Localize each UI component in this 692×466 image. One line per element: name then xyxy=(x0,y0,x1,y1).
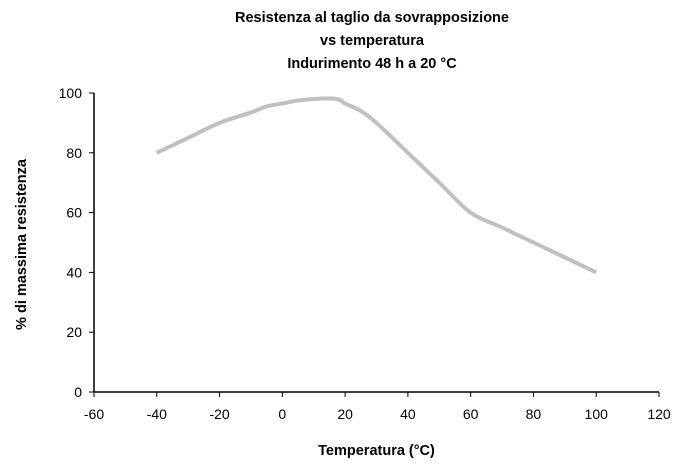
y-tick-label: 80 xyxy=(66,145,82,161)
x-tick-label: 100 xyxy=(585,406,609,422)
chart-title-line: Resistenza al taglio da sovrapposizione xyxy=(235,10,509,26)
x-tick-label: 20 xyxy=(337,406,353,422)
series-line-0 xyxy=(155,96,598,275)
x-tick-label: 0 xyxy=(278,406,286,422)
series-group xyxy=(155,96,598,275)
x-axis-title: Temperatura (°C) xyxy=(318,443,435,459)
chart-title: Resistenza al taglio da sovrapposizione v… xyxy=(235,10,509,72)
x-tick-label: 80 xyxy=(526,406,542,422)
axes: -60 -40 -20 0 20 40 60 80 100 120 0 20 40 60 80 100 xyxy=(59,85,671,422)
x-tick-label: -60 xyxy=(84,406,104,422)
x-tick-label: 40 xyxy=(400,406,416,422)
x-tick-label: 120 xyxy=(647,406,671,422)
y-tick-label: 40 xyxy=(66,264,82,280)
chart-title-line: Indurimento 48 h a 20 °C xyxy=(287,56,457,72)
x-tick-label: -40 xyxy=(147,406,167,422)
x-axis-title-group: Temperatura (°C) xyxy=(318,443,435,459)
y-tick-label: 60 xyxy=(66,205,82,221)
y-tick-label: 100 xyxy=(59,85,83,101)
y-tick-label: 0 xyxy=(74,384,82,400)
x-tick-label: -20 xyxy=(209,406,229,422)
y-axis-title-group: % di massima resistenza xyxy=(14,158,30,330)
x-tick-label: 60 xyxy=(463,406,479,422)
y-tick-label: 20 xyxy=(66,324,82,340)
chart-title-line: vs temperatura xyxy=(320,33,425,49)
y-axis-title: % di massima resistenza xyxy=(14,158,30,330)
